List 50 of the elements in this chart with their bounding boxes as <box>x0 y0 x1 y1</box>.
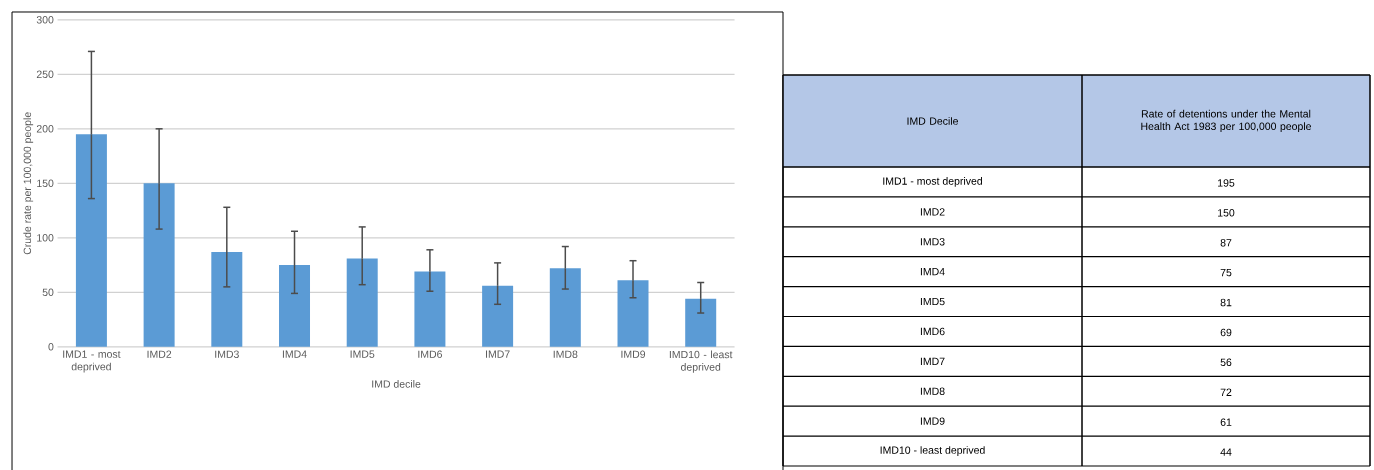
text: Rate of detentions under the Mental Health Act 1983 per 100,000 people <box>1141 109 1312 133</box>
x-tick-label: IMD6 <box>418 350 442 358</box>
x-tick-label: IMD7 <box>486 350 510 358</box>
bar <box>549 268 581 347</box>
x-tick-label: IMD4 <box>282 350 307 358</box>
text: IMD Decile <box>907 117 958 125</box>
category-label: IMD10 - least deprived <box>880 446 985 456</box>
bar <box>482 285 514 347</box>
text: 69 <box>1220 328 1232 337</box>
text: 75 <box>1220 268 1232 277</box>
bar <box>143 183 175 347</box>
category-label: IMD2 <box>920 208 945 216</box>
text: 150 <box>1218 209 1235 217</box>
category-label: IMD4 <box>920 268 945 276</box>
text: 56 <box>1220 358 1232 367</box>
x-tick-label: IMD1 - most deprived <box>63 350 121 373</box>
text: 72 <box>1220 388 1232 396</box>
x-tick-label: IMD2 <box>147 350 172 358</box>
text: 61 <box>1220 418 1232 426</box>
category-label: IMD1 - most deprived <box>883 177 982 187</box>
text: 44 <box>1220 448 1232 456</box>
bar <box>279 265 311 347</box>
category-label: IMD5 <box>920 297 945 306</box>
category-label: IMD6 <box>920 327 945 336</box>
y-tick-label: 50 <box>42 288 54 297</box>
category-label: IMD8 <box>920 387 945 395</box>
y-tick-label: 0 <box>48 343 54 351</box>
y-tick-label: 300 <box>36 16 54 24</box>
bar <box>346 258 378 347</box>
category-label: IMD3 <box>920 238 945 246</box>
x-axis-title: IMD decile <box>372 380 421 388</box>
x-tick-label: IMD9 <box>621 350 646 358</box>
x-tick-label: IMD5 <box>350 350 375 358</box>
category-label: IMD9 <box>920 417 945 425</box>
y-tick-label: 250 <box>36 70 54 79</box>
text: 87 <box>1220 239 1232 247</box>
y-tick-label: 150 <box>37 179 54 188</box>
bar <box>414 271 446 347</box>
text: 81 <box>1220 298 1232 307</box>
bar <box>617 280 649 347</box>
x-tick-label: IMD3 <box>215 350 239 358</box>
bar <box>211 251 243 347</box>
y-tick-label: 200 <box>36 125 54 133</box>
text: 195 <box>1218 179 1235 187</box>
y-tick-label: 100 <box>37 234 54 242</box>
bar <box>685 298 717 347</box>
bar <box>75 134 107 347</box>
x-tick-label: IMD10 - least deprived <box>669 350 733 373</box>
x-tick-label: IMD8 <box>553 350 578 358</box>
y-axis-title: Crude rate per 100,000 people <box>23 112 34 255</box>
